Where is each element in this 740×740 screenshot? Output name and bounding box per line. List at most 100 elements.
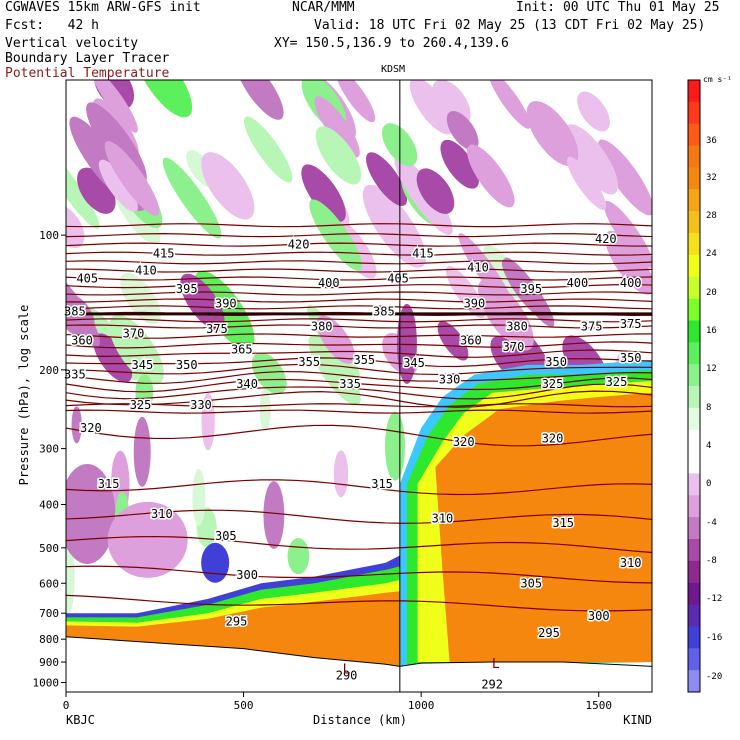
left-endpoint-label: KBJC: [66, 713, 95, 727]
theta-label: 340: [236, 377, 258, 391]
theta-label: 395: [520, 282, 542, 296]
colorbar-swatch: [688, 648, 700, 671]
colorbar-tick-label: -16: [706, 633, 722, 643]
y-axis-title: Pressure (hPa), log scale: [17, 305, 31, 486]
theta-label: 355: [298, 355, 320, 369]
colorbar-swatch: [688, 495, 700, 518]
plot-frame: [65, 79, 653, 693]
theta-contour: [66, 251, 652, 256]
downdraft-cell: [362, 184, 426, 268]
theta-contour: [66, 284, 652, 289]
downdraft-cell: [446, 266, 485, 319]
theta-label: 375: [620, 317, 642, 331]
y-tick-label: 1000: [33, 677, 60, 690]
y-tick-label: 900: [39, 656, 59, 669]
x-axis-title: Distance (km): [313, 713, 407, 727]
colorbar-swatch: [688, 539, 700, 562]
colorbar-tick-label: 8: [706, 403, 711, 413]
theta-label: 300: [588, 609, 610, 623]
theta-contour: [66, 333, 652, 339]
colorbar-swatch: [688, 582, 700, 606]
downdraft-cell: [526, 100, 579, 167]
theta-label: 400: [620, 276, 642, 290]
theta-label: 345: [403, 356, 425, 370]
y-tick-label: 700: [39, 607, 59, 620]
downdraft-cell: [603, 200, 652, 268]
theta-contour: [66, 324, 652, 329]
theta-label: 390: [464, 296, 486, 310]
downdraft-cell: [409, 80, 454, 135]
theta-contour: [66, 409, 652, 414]
theta-contour: [66, 291, 652, 296]
y-tick-label: 400: [39, 498, 59, 511]
theta-label: 335: [64, 368, 86, 382]
y-tick-label: 300: [39, 443, 59, 456]
theta-contour: [66, 370, 652, 384]
downdraft-cell: [488, 80, 531, 129]
theta-label: 420: [595, 232, 617, 246]
colorbar-swatch: [688, 145, 700, 168]
colorbar-swatch: [688, 254, 700, 278]
forecast-hour: Fcst: 42 h: [5, 18, 99, 33]
theta-label: 350: [176, 358, 198, 372]
theta-contour: [66, 403, 652, 408]
theta-label: 335: [339, 377, 361, 391]
theta-label: 385: [64, 304, 86, 318]
colorbar-swatch: [688, 473, 700, 496]
colorbar-swatch: [688, 451, 700, 474]
field-vertical-velocity: Vertical velocity: [5, 36, 139, 51]
theta-contour: [66, 565, 652, 584]
downdraft-cell: [133, 416, 151, 487]
colorbar-tick-label: 12: [706, 364, 717, 374]
theta-contour: [66, 298, 652, 303]
colorbar-tick-label: -12: [706, 594, 722, 604]
downdraft-cell: [446, 110, 479, 151]
colorbar-swatch: [688, 560, 700, 584]
colorbar-tick-label: -4: [706, 518, 717, 528]
updraft-cell: [385, 411, 406, 481]
theta-label: 360: [460, 334, 482, 348]
theta-label: 400: [318, 276, 340, 290]
downdraft-cell: [91, 80, 138, 133]
downdraft-cell: [235, 80, 284, 120]
colorbar-swatch: [688, 276, 700, 300]
theta-contour: [66, 390, 652, 408]
theta-contour: [66, 377, 652, 393]
theta-label: 315: [371, 477, 393, 491]
theta-label: 310: [620, 556, 642, 570]
theta-label: 350: [620, 351, 642, 365]
colorbar-tick-label: 0: [706, 479, 711, 489]
colorbar-swatch: [688, 604, 700, 627]
theta-contour: [66, 594, 652, 612]
station-marker-label: KDSM: [381, 64, 405, 75]
org-label: NCAR/MMM: [292, 0, 355, 15]
downdraft-cell: [301, 164, 346, 222]
colorbar-unit: cm s⁻¹: [703, 75, 732, 84]
low-marker: L: [343, 662, 351, 677]
downdraft-cell: [467, 144, 515, 208]
colorbar-tick-label: -8: [706, 556, 717, 566]
theta-contour: [66, 318, 652, 323]
downdraft-cell: [366, 152, 408, 206]
theta-label: 355: [353, 353, 375, 367]
y-tick-label: 200: [39, 364, 59, 377]
theta-label: 315: [552, 516, 574, 530]
theta-label: 410: [135, 264, 157, 278]
low-marker: L: [492, 657, 500, 672]
theta-contour: [66, 509, 652, 524]
theta-label: 315: [98, 477, 120, 491]
updraft-cell: [192, 469, 206, 526]
theta-contour: [66, 535, 652, 554]
theta-label: 325: [606, 375, 628, 389]
downdraft-cell: [263, 481, 285, 549]
theta-label: 385: [373, 304, 395, 318]
subsidence-region: [66, 463, 116, 564]
theta-label: 305: [215, 529, 237, 543]
colorbar-tick-label: 28: [706, 211, 717, 221]
theta-contour: [66, 349, 652, 358]
theta-contour: [66, 424, 652, 447]
theta-contour: [66, 357, 652, 368]
model-title: CGWAVES 15km ARW-GFS init: [5, 0, 201, 15]
theta-label: 350: [545, 355, 567, 369]
colorbar-swatch: [688, 123, 700, 147]
